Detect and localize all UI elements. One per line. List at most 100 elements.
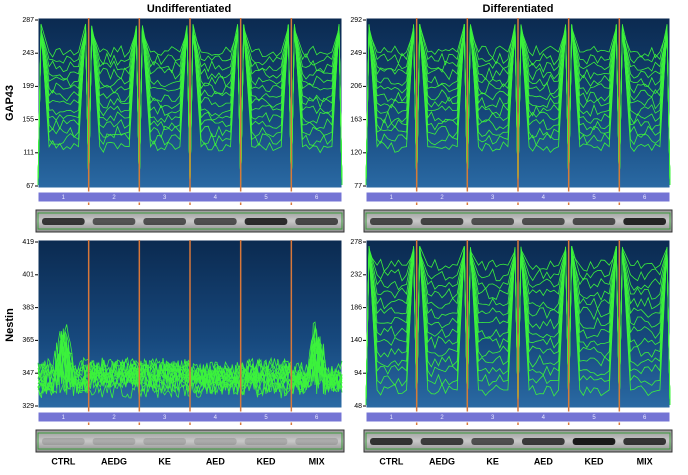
lane-number: 6	[315, 195, 319, 201]
y-tick-label: 249	[350, 50, 362, 57]
y-tick-label: 155	[22, 116, 34, 123]
trace	[568, 252, 620, 406]
trace	[88, 381, 140, 400]
trace	[240, 24, 292, 186]
trace	[365, 252, 418, 406]
category-label: KED	[256, 456, 276, 466]
trace	[290, 29, 343, 186]
trace	[466, 30, 519, 186]
trace	[568, 251, 620, 406]
trace	[466, 248, 519, 406]
trace	[138, 30, 191, 186]
trace	[568, 28, 620, 186]
trace	[88, 31, 140, 186]
lane-number: 2	[112, 415, 116, 421]
trace	[568, 245, 620, 406]
trace	[618, 27, 671, 186]
trace	[37, 31, 90, 186]
lane-number: 5	[592, 415, 596, 421]
trace	[138, 29, 191, 186]
trace	[365, 247, 418, 406]
trace	[189, 27, 242, 186]
y-tick-label: 243	[22, 50, 34, 57]
lane-number: 3	[163, 195, 167, 201]
trace	[416, 23, 468, 186]
trace	[240, 30, 292, 186]
trace	[37, 31, 90, 186]
trace	[37, 29, 90, 186]
trace	[568, 250, 620, 406]
blot-frame	[37, 432, 343, 450]
y-tick-label: 67	[26, 183, 34, 190]
trace	[365, 251, 418, 406]
trace	[618, 24, 671, 186]
trace	[517, 30, 570, 186]
trace	[568, 247, 620, 406]
trace	[365, 30, 418, 186]
trace	[466, 25, 519, 186]
trace	[568, 24, 620, 186]
y-tick-label: 329	[22, 403, 34, 410]
lane-number: 1	[62, 195, 66, 201]
trace	[416, 30, 468, 186]
trace	[290, 24, 343, 186]
trace	[618, 250, 671, 406]
column-title: Differentiated	[483, 3, 554, 15]
trace	[240, 372, 292, 392]
trace	[290, 334, 343, 385]
blot-image	[363, 209, 673, 233]
trace	[466, 253, 519, 406]
category-label: AED	[534, 456, 554, 466]
y-tick-label: 278	[350, 239, 362, 246]
trace	[88, 28, 140, 186]
trace	[365, 27, 418, 186]
trace	[568, 250, 620, 406]
category-label: CTRL	[51, 456, 75, 466]
trace	[240, 28, 292, 186]
trace	[466, 28, 519, 186]
trace	[416, 251, 468, 406]
trace	[618, 27, 671, 186]
trace	[88, 371, 140, 389]
blot-band	[244, 438, 288, 445]
trace	[189, 24, 242, 186]
blot-band	[194, 438, 237, 445]
trace	[618, 251, 671, 406]
trace	[618, 27, 671, 186]
trace	[240, 30, 292, 186]
trace	[189, 361, 242, 380]
blot-band	[420, 438, 464, 445]
trace	[240, 28, 292, 186]
trace	[88, 30, 140, 186]
trace	[365, 250, 418, 406]
trace	[416, 24, 468, 186]
blot-band	[370, 218, 413, 225]
lane-number: 2	[112, 195, 116, 201]
blot-band	[370, 438, 413, 445]
trace	[365, 25, 418, 186]
trace	[517, 31, 570, 186]
lane-number: 3	[163, 415, 167, 421]
trace	[466, 30, 519, 186]
trace	[517, 246, 570, 406]
trace	[416, 29, 468, 186]
blot-band	[623, 438, 666, 445]
trace	[416, 253, 468, 406]
trace	[416, 250, 468, 406]
trace	[466, 31, 519, 186]
trace	[88, 29, 140, 186]
y-tick-label: 292	[350, 17, 362, 24]
trace	[365, 249, 418, 406]
trace	[37, 24, 90, 186]
trace	[189, 25, 242, 186]
lane-number: 1	[62, 415, 66, 421]
trace	[618, 247, 671, 406]
y-tick-label: 206	[350, 83, 362, 90]
blot-band	[42, 218, 85, 225]
trace	[416, 251, 468, 406]
blot-band	[572, 218, 616, 225]
trace	[517, 249, 570, 406]
y-tick-label: 199	[22, 83, 34, 90]
trace	[240, 30, 292, 186]
